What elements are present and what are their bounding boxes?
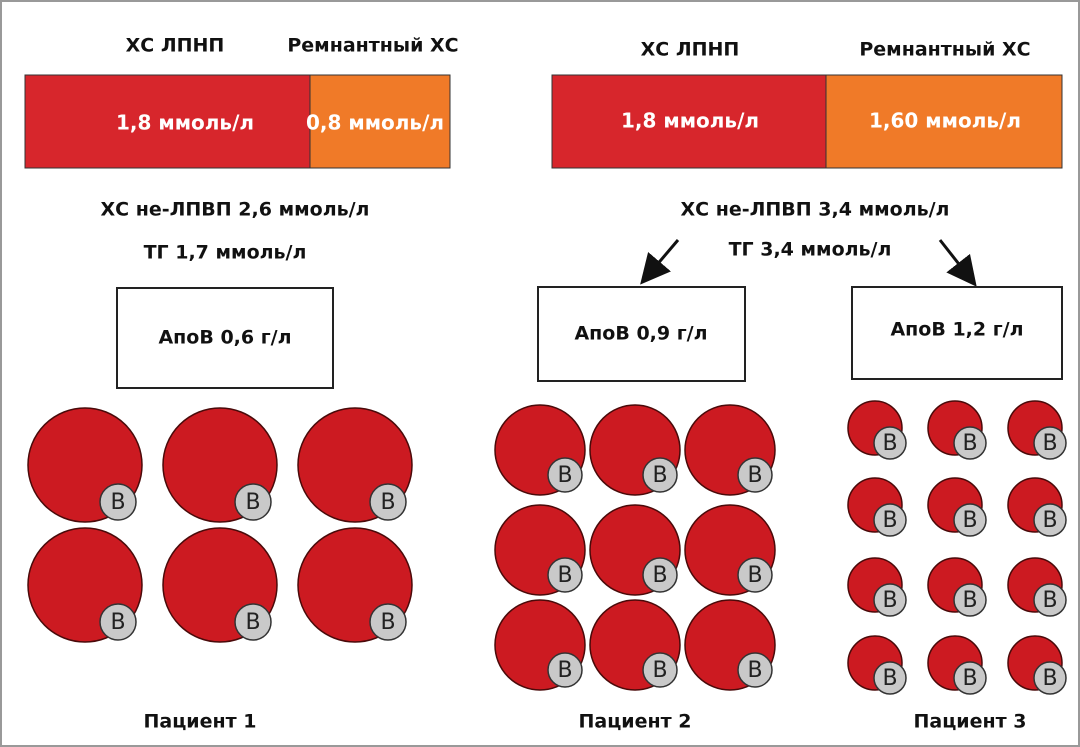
remnant-value: 1,60 ммоль/л [869, 109, 1021, 133]
apob-marker-label: B [1042, 431, 1057, 456]
apob-marker-label: B [557, 658, 572, 683]
apob-marker-label: B [380, 610, 395, 635]
apob: АпоВ 0,9 г/л [574, 323, 707, 345]
apob-marker-label: B [882, 666, 897, 691]
apob-marker-label: B [245, 490, 260, 515]
apob-marker-label: B [110, 610, 125, 635]
patient-name: Пациент 2 [579, 711, 692, 733]
apob-marker-label: B [652, 658, 667, 683]
apob-marker-label: B [110, 490, 125, 515]
remnant-label: Ремнантный ХС [859, 39, 1030, 61]
apob-marker-label: B [882, 431, 897, 456]
patient-name: Пациент 1 [144, 711, 257, 733]
apob-marker-label: B [652, 463, 667, 488]
apob-marker-label: B [962, 431, 977, 456]
apob-marker-label: B [882, 588, 897, 613]
non-hdl: ХС не-ЛПВП 2,6 ммоль/л [101, 199, 370, 221]
page: ХС ЛПНП Ремнантный ХС 1,8 ммоль/л 0,8 мм… [0, 0, 1080, 747]
non-hdl: ХС не-ЛПВП 3,4 ммоль/л [681, 199, 950, 221]
apob-marker-label: B [962, 588, 977, 613]
apob-marker-label: B [747, 463, 762, 488]
apob: АпоВ 1,2 г/л [890, 319, 1023, 341]
apob-marker-label: B [1042, 666, 1057, 691]
patient-name: Пациент 3 [914, 711, 1027, 733]
tg: ТГ 1,7 ммоль/л [144, 242, 307, 264]
remnant-label: Ремнантный ХС [287, 35, 458, 57]
apob-marker-label: B [245, 610, 260, 635]
tg: ТГ 3,4 ммоль/л [729, 239, 892, 261]
apob-marker-label: B [1042, 508, 1057, 533]
apob-marker-label: B [557, 563, 572, 588]
remnant-value: 0,8 ммоль/л [306, 111, 444, 135]
apob-marker-label: B [882, 508, 897, 533]
apob-marker-label: B [380, 490, 395, 515]
apob-marker-label: B [652, 563, 667, 588]
apob-marker-label: B [962, 508, 977, 533]
apob: АпоВ 0,6 г/л [158, 327, 291, 349]
ldl-value: 1,8 ммоль/л [621, 109, 759, 133]
apob-marker-label: B [557, 463, 572, 488]
ldl-label: ХС ЛПНП [641, 39, 740, 61]
apob-marker-label: B [747, 563, 762, 588]
apob-marker-label: B [1042, 588, 1057, 613]
ldl-label: ХС ЛПНП [126, 35, 225, 57]
diagram: ХС ЛПНП Ремнантный ХС 1,8 ммоль/л 0,8 мм… [0, 0, 1080, 747]
apob-marker-label: B [962, 666, 977, 691]
apob-marker-label: B [747, 658, 762, 683]
ldl-value: 1,8 ммоль/л [116, 111, 254, 135]
